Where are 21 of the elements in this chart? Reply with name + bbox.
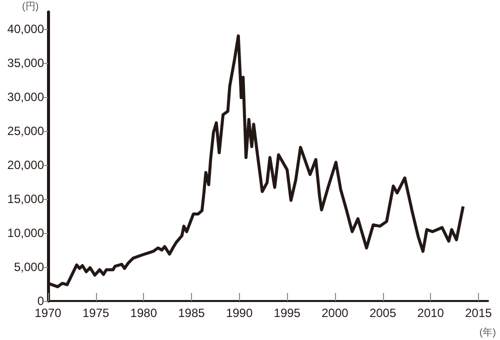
x-tick-label: 2010 [417,306,444,320]
x-tick-label: 1970 [34,306,62,320]
y-tick-label: 35,000 [7,56,44,70]
y-tick-label: 25,000 [7,124,44,138]
x-tick-label: 1990 [226,306,253,320]
x-tick-label: 1985 [178,306,206,320]
x-tick-label: 1975 [82,306,110,320]
x-tick-label: 2000 [322,306,349,320]
y-tick-label: 10,000 [7,226,44,240]
y-tick-label: 15,000 [7,192,44,206]
y-axis-title: (円) [22,2,39,12]
y-tick-label: 0 [37,294,44,308]
x-axis-title: (年) [479,326,496,338]
y-tick-label: 5,000 [14,260,44,274]
y-tick-label: 40,000 [7,22,44,36]
x-tick-label: 2005 [369,306,396,320]
x-tick-label: 1980 [130,306,158,320]
y-tick-label: 30,000 [7,90,44,104]
x-tick-label: 2015 [465,306,492,320]
y-tick-label: 20,000 [7,158,44,172]
x-tick-label: 1995 [274,306,301,320]
